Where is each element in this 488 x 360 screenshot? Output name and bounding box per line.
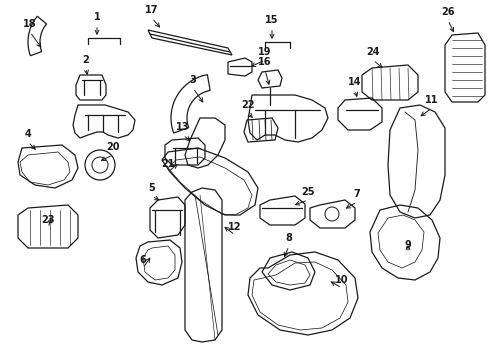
- Text: 9: 9: [404, 240, 410, 250]
- Text: 24: 24: [366, 47, 379, 57]
- Text: 7: 7: [353, 189, 360, 199]
- Text: 21: 21: [161, 159, 174, 169]
- Text: 1: 1: [93, 12, 100, 22]
- Text: 2: 2: [82, 55, 89, 65]
- Text: 23: 23: [41, 215, 55, 225]
- Text: 8: 8: [285, 233, 292, 243]
- Text: 26: 26: [440, 7, 454, 17]
- Text: 4: 4: [24, 129, 31, 139]
- Text: 3: 3: [189, 75, 196, 85]
- Text: 10: 10: [335, 275, 348, 285]
- Text: 22: 22: [241, 100, 254, 110]
- Text: 11: 11: [425, 95, 438, 105]
- Text: 16: 16: [258, 57, 271, 67]
- Text: 17: 17: [145, 5, 159, 15]
- Text: 15: 15: [264, 15, 278, 25]
- Text: 5: 5: [148, 183, 155, 193]
- Text: 14: 14: [347, 77, 361, 87]
- Text: 25: 25: [301, 187, 314, 197]
- Text: 19: 19: [258, 47, 271, 57]
- Text: 6: 6: [140, 255, 146, 265]
- Text: 12: 12: [228, 222, 241, 232]
- Text: 18: 18: [23, 19, 37, 29]
- Text: 13: 13: [176, 122, 189, 132]
- Text: 20: 20: [106, 142, 120, 152]
